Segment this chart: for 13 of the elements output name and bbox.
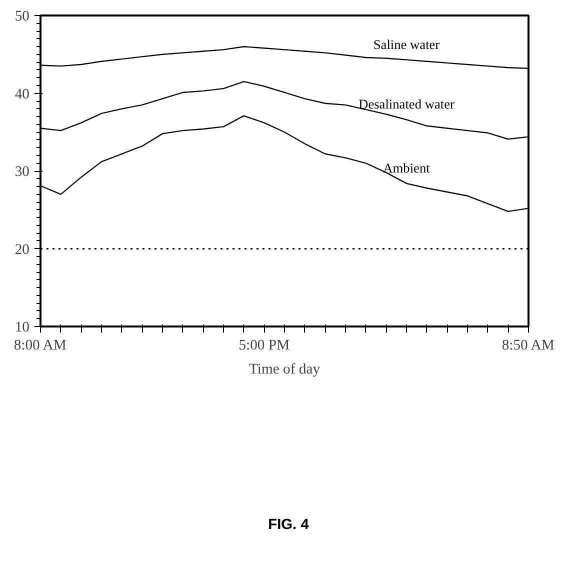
y-tick-label: 50	[14, 8, 30, 24]
y-tick-label: 20	[14, 242, 30, 258]
series-label: Ambient	[383, 160, 430, 176]
x-tick-label: 8:00 AM	[14, 338, 66, 354]
caption: FIG. 4	[268, 516, 309, 535]
series-label: Saline water	[373, 36, 440, 52]
y-tick-label: 30	[14, 164, 30, 180]
x-tick-label: 8:50 AM	[502, 338, 554, 354]
y-tick-label: 10	[14, 320, 30, 336]
x-axis-title: Time of day	[248, 362, 321, 378]
series-label: Desalinated water	[358, 96, 455, 112]
y-tick-label: 40	[14, 86, 30, 102]
x-tick-label: 5:00 PM	[238, 338, 290, 354]
